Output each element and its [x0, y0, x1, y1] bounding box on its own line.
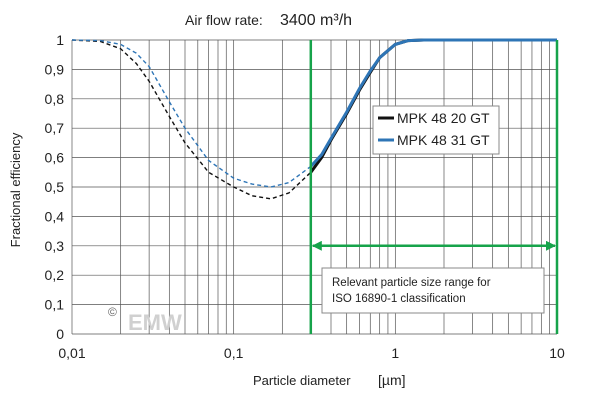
y-tick-label: 0,6	[45, 150, 65, 166]
watermark: © EMW	[108, 305, 182, 335]
watermark-logo: EMW	[128, 310, 182, 335]
series	[71, 38, 557, 200]
y-tick-label: 0,4	[45, 208, 65, 224]
series-line-dashed-mpk-48-20-gt	[71, 39, 312, 200]
range-annotation: Relevant particle size range for ISO 168…	[321, 267, 545, 314]
axis-ticks: 0 0,1 0,2 0,3 0,4 0,5 0,6 0,7 0,8 0,9 1 0,01 0,1 1 10	[45, 32, 565, 361]
y-tick-label: 0,2	[45, 267, 65, 283]
y-axis-label: Fractional efficiency	[8, 132, 23, 247]
annotation-line-1: Relevant particle size range for	[332, 277, 491, 289]
x-tick-label: 0,01	[58, 345, 85, 361]
range-markers	[309, 40, 559, 334]
x-tick-label: 10	[549, 345, 565, 361]
y-tick-label: 0,9	[45, 61, 65, 77]
legend: MPK 48 20 GT MPK 48 31 GT	[372, 105, 500, 155]
legend-label-mpk-48-31-gt: MPK 48 31 GT	[397, 132, 490, 148]
y-tick-label: 1	[56, 32, 64, 48]
y-tick-label: 0	[56, 326, 64, 342]
series-line-solid-mpk-48-31-gt	[309, 38, 557, 168]
x-axis-label: Particle diameter	[253, 373, 351, 388]
legend-box	[372, 105, 500, 155]
y-tick-label: 0,7	[45, 120, 65, 136]
y-tick-label: 0,3	[45, 238, 65, 254]
annotation-box	[321, 267, 545, 314]
annotation-line-2: ISO 16890-1 classification	[332, 293, 466, 305]
y-tick-label: 0,5	[45, 179, 65, 195]
x-axis-unit: [µm]	[378, 372, 406, 388]
y-tick-label: 0,1	[45, 297, 65, 313]
chart-title-value: 3400 m³/h	[280, 12, 352, 29]
copyright-symbol: ©	[108, 305, 117, 319]
chart-title-label: Air flow rate:	[185, 12, 263, 28]
series-line-dashed-mpk-48-31-gt	[71, 39, 312, 188]
x-tick-label: 1	[391, 345, 399, 361]
x-tick-label: 0,1	[224, 345, 244, 361]
legend-label-mpk-48-20-gt: MPK 48 20 GT	[397, 110, 490, 126]
y-tick-label: 0,8	[45, 91, 65, 107]
